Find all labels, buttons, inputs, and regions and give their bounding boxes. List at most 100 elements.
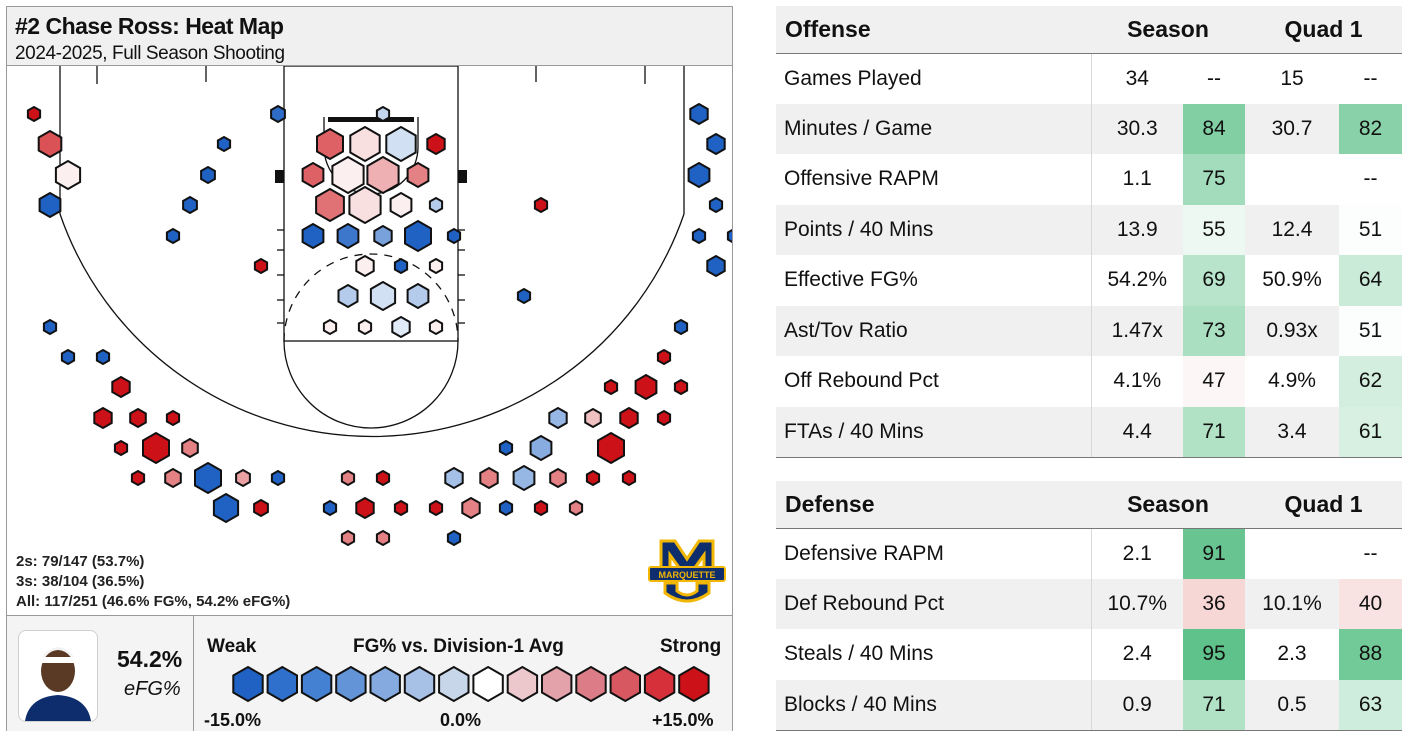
player-summary: 54.2% eFG%	[7, 616, 194, 731]
season-value: 2.4	[1122, 642, 1152, 666]
shot-zone-hex	[337, 283, 359, 309]
legend-strong-label: Strong	[660, 636, 722, 657]
legend-swatch	[506, 665, 539, 703]
shot-zone-hex	[428, 318, 444, 336]
season-value: 4.4	[1091, 406, 1183, 458]
shot-zone-hex	[182, 195, 198, 215]
shot-zone-hex	[129, 407, 147, 429]
shot-zone-hex	[673, 318, 689, 336]
shot-zone-hex	[331, 155, 365, 195]
shot-zone-hex	[404, 219, 432, 253]
table-row: Def Rebound Pct 10.7% 36 10.1% 40	[776, 578, 1403, 629]
shot-zone-hex	[142, 431, 170, 465]
shot-zone-hex	[687, 161, 711, 189]
season-value: 54.2%	[1107, 268, 1168, 292]
row-label: Points / 40 Mins	[776, 204, 1092, 255]
season-percentile: 75	[1183, 154, 1246, 205]
shot-zone-hex	[216, 135, 232, 153]
shooting-summary: 2s: 79/147 (53.7%) 3s: 38/104 (36.5%) Al…	[16, 552, 290, 612]
quad1-value: 30.7	[1245, 103, 1340, 154]
shot-zone-hex	[428, 499, 444, 517]
table-row: FTAs / 40 Mins 4.4 71 3.4 61	[776, 406, 1403, 458]
table-row: Points / 40 Mins 13.9 55 12.4 51	[776, 204, 1403, 255]
quad1-percentile: --	[1363, 167, 1378, 191]
shot-zone-hex	[691, 227, 707, 245]
shot-zone-hex	[393, 499, 409, 517]
season-percentile: --	[1207, 66, 1221, 90]
shot-zone-hex	[479, 466, 499, 490]
heat-map-subtitle: 2024-2025, Full Season Shooting	[15, 43, 285, 64]
shot-zone-hex	[60, 348, 76, 366]
season-value: 4.1%	[1113, 369, 1162, 393]
shot-zone-hex	[373, 224, 393, 248]
season-percentile: 55	[1183, 204, 1246, 255]
shot-zone-hex	[548, 406, 568, 430]
table-row: Ast/Tov Ratio 1.47x 73 0.93x 51	[776, 305, 1403, 356]
free-throw-circle-lower	[283, 340, 459, 429]
offense-header-row: Offense Season Quad 1	[776, 6, 1403, 54]
shot-zone-hex	[111, 375, 131, 399]
shot-zone-hex	[426, 132, 446, 156]
shot-zone-hex	[357, 318, 373, 336]
quad1-percentile: 51	[1339, 305, 1403, 356]
shot-zone-hex	[301, 161, 325, 189]
legend-swatch	[472, 665, 504, 703]
shot-zone-hex	[656, 409, 672, 427]
legend-swatch	[403, 665, 436, 703]
shot-zone-hex	[212, 492, 240, 524]
shot-zone-hex	[235, 468, 251, 488]
legend-swatch	[609, 665, 641, 703]
defense-season-header: Season	[1091, 481, 1246, 529]
legend-swatch	[369, 665, 401, 703]
row-label: Steals / 40 Mins	[776, 629, 1092, 680]
shot-zone-hex	[389, 191, 413, 219]
season-value: 30.3	[1091, 103, 1183, 154]
table-row: Games Played 34 -- 15 --	[776, 53, 1402, 104]
row-label: Defensive RAPM	[776, 528, 1092, 579]
quad1-value: 4.9%	[1268, 369, 1316, 393]
quad1-percentile: --	[1363, 541, 1378, 565]
table-row: Blocks / 40 Mins 0.9 71 0.5 63	[776, 679, 1403, 731]
row-label: Games Played	[776, 53, 1092, 104]
legend-max-label: +15.0%	[652, 710, 714, 730]
quad1-value: 2.3	[1277, 642, 1307, 666]
shot-zone-hex	[385, 125, 417, 163]
heat-map-panel: #2 Chase Ross: Heat Map 2024-2025, Full …	[6, 6, 733, 731]
quad1-value: 15	[1280, 66, 1304, 90]
shot-zone-hex	[253, 498, 269, 518]
shot-zone-hex	[270, 104, 286, 124]
offense-header: Offense	[776, 6, 1091, 54]
legend-swatch	[266, 665, 298, 703]
shot-zone-hex	[706, 254, 726, 278]
shot-zone-hex	[340, 529, 356, 547]
twos-line: 2s: 79/147 (53.7%)	[16, 553, 145, 570]
shot-zone-hex	[366, 155, 400, 195]
shot-zone-hex	[726, 228, 732, 244]
shot-zone-hex	[708, 196, 724, 214]
shot-zone-hex	[316, 127, 344, 161]
table-row: Off Rebound Pct 4.1% 47 4.9% 62	[776, 356, 1403, 407]
shot-zone-hex	[348, 185, 382, 225]
legend-swatch	[678, 665, 710, 703]
shot-zone-hex	[253, 257, 269, 275]
row-label: Def Rebound Pct	[776, 578, 1092, 629]
shot-zone-hex	[512, 464, 536, 492]
shot-zone-hex	[322, 318, 338, 336]
shot-zone-hex	[270, 469, 286, 487]
quad1-percentile: --	[1363, 66, 1378, 90]
shot-zone-hex	[656, 348, 672, 366]
shot-zone-hex	[165, 227, 181, 245]
quad1-value: 0.5	[1245, 679, 1340, 731]
season-value: 0.9	[1091, 679, 1183, 731]
shot-zone-hex	[113, 439, 129, 457]
shot-zone-hex	[375, 529, 391, 547]
legend-swatch	[335, 665, 367, 703]
shot-zone-hex	[585, 469, 601, 487]
quad1-value: 3.4	[1245, 406, 1340, 458]
threes-line: 3s: 38/104 (36.5%)	[16, 573, 145, 590]
shot-zone-hex	[393, 257, 409, 275]
shot-zone-hex	[619, 406, 639, 430]
shot-zone-hex	[428, 196, 444, 214]
season-percentile: 69	[1183, 255, 1246, 306]
shot-zone-hex	[584, 407, 602, 429]
